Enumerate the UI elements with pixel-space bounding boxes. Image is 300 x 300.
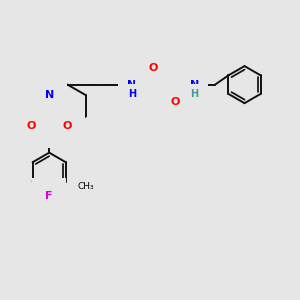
Text: O: O [62,121,71,131]
Text: O: O [148,63,158,73]
Text: O: O [171,97,180,107]
Text: H: H [190,89,199,99]
Text: O: O [27,121,36,131]
Text: N: N [190,80,199,90]
Text: N: N [127,80,136,90]
Text: N: N [45,90,54,100]
Text: S: S [45,120,54,133]
Text: F: F [45,191,53,201]
Text: H: H [128,89,136,99]
Text: CH₃: CH₃ [77,182,94,191]
